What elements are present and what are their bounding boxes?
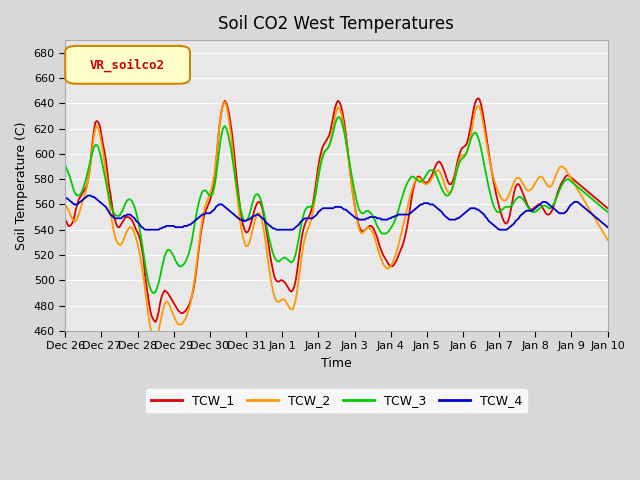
TCW_2 — [391, 253, 399, 259]
TCW_2 — [221, 99, 228, 105]
TCW_2 — [541, 178, 548, 183]
TCW_4 — [76, 199, 84, 205]
TCW_2 — [61, 202, 69, 207]
TCW_3 — [61, 162, 69, 168]
TCW_1 — [402, 230, 410, 236]
TCW_1 — [76, 194, 84, 200]
TCW_1 — [61, 216, 69, 222]
TCW_2 — [604, 237, 611, 243]
TCW_3 — [541, 203, 548, 209]
TCW_2 — [150, 336, 158, 341]
TCW_4 — [165, 223, 173, 229]
Line: TCW_4: TCW_4 — [65, 195, 607, 230]
TCW_4 — [541, 199, 548, 205]
TCW_4 — [403, 212, 411, 217]
Title: Soil CO2 West Temperatures: Soil CO2 West Temperatures — [218, 15, 454, 33]
Line: TCW_1: TCW_1 — [65, 98, 607, 322]
Y-axis label: Soil Temperature (C): Soil Temperature (C) — [15, 121, 28, 250]
TCW_1 — [152, 319, 159, 325]
TCW_1 — [372, 230, 380, 236]
TCW_4 — [84, 192, 92, 198]
TCW_3 — [76, 192, 84, 197]
TCW_4 — [61, 195, 69, 201]
TCW_3 — [391, 216, 399, 222]
TCW_2 — [76, 206, 84, 212]
TCW_4 — [604, 224, 611, 230]
TCW_4 — [391, 213, 399, 219]
TCW_1 — [474, 96, 482, 101]
TCW_1 — [390, 262, 397, 268]
TCW_3 — [373, 223, 381, 229]
X-axis label: Time: Time — [321, 357, 352, 370]
TCW_2 — [403, 205, 411, 211]
Line: TCW_2: TCW_2 — [65, 102, 607, 338]
TCW_3 — [403, 180, 411, 186]
TCW_3 — [334, 114, 342, 120]
TCW_1 — [604, 205, 611, 211]
TCW_2 — [164, 299, 172, 305]
TCW_3 — [164, 247, 172, 253]
TCW_4 — [141, 227, 149, 233]
Legend: TCW_1, TCW_2, TCW_3, TCW_4: TCW_1, TCW_2, TCW_3, TCW_4 — [146, 389, 527, 412]
TCW_1 — [541, 208, 548, 214]
FancyBboxPatch shape — [65, 46, 190, 84]
TCW_2 — [373, 243, 381, 249]
TCW_3 — [148, 290, 156, 296]
Text: VR_soilco2: VR_soilco2 — [90, 58, 165, 72]
TCW_1 — [164, 290, 172, 296]
Line: TCW_3: TCW_3 — [65, 117, 607, 293]
TCW_3 — [604, 209, 611, 215]
TCW_4 — [373, 216, 381, 221]
